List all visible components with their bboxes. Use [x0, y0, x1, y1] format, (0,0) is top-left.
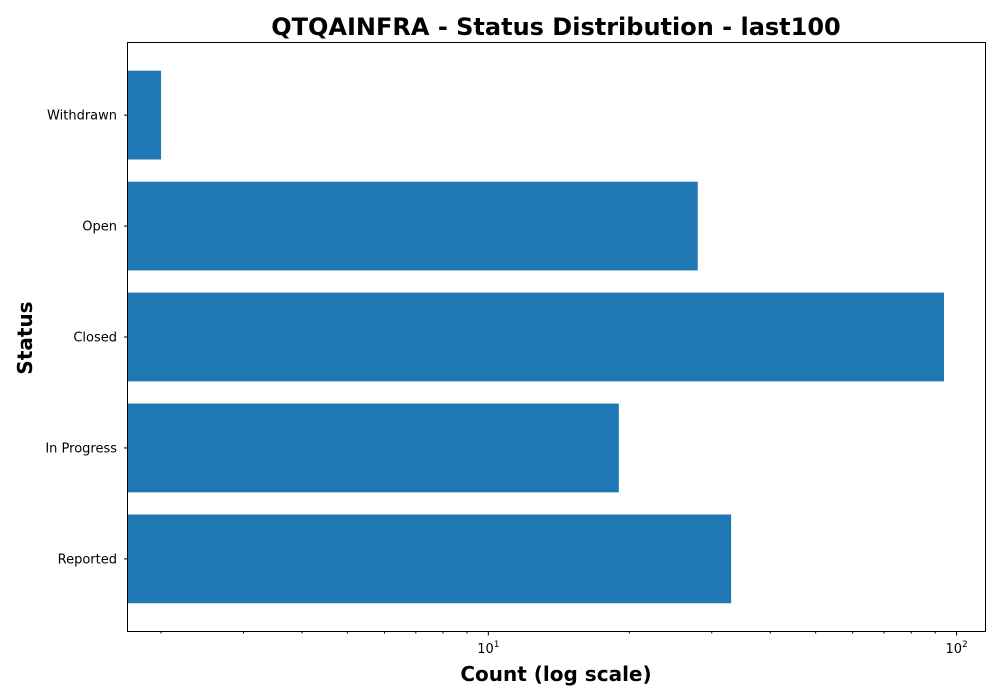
x-tick-label: 102 — [945, 640, 967, 657]
x-axis-title: Count (log scale) — [460, 662, 651, 686]
y-axis: Reported In Progress Closed Open Withdrawn — [45, 109, 128, 567]
bar-withdrawn — [128, 70, 162, 160]
x-tick-label: 101 — [477, 640, 499, 657]
x-axis: 101 102 — [160, 631, 968, 657]
y-tick-label-closed: Closed — [73, 331, 117, 346]
y-tick-label-reported: Reported — [58, 552, 117, 567]
plot-frame — [127, 42, 986, 632]
y-tick-label-open: Open — [82, 220, 117, 235]
y-tick-label-withdrawn: Withdrawn — [47, 109, 117, 124]
bar-closed — [128, 292, 944, 382]
bar-reported — [128, 514, 732, 604]
y-axis-title: Status — [13, 301, 37, 374]
chart-title: QTQAINFRA - Status Distribution - last10… — [271, 13, 841, 41]
y-tick-label-in-progress: In Progress — [45, 441, 117, 456]
bar-open — [128, 181, 698, 271]
bars-layer — [128, 70, 944, 604]
bar-in-progress — [128, 403, 619, 493]
